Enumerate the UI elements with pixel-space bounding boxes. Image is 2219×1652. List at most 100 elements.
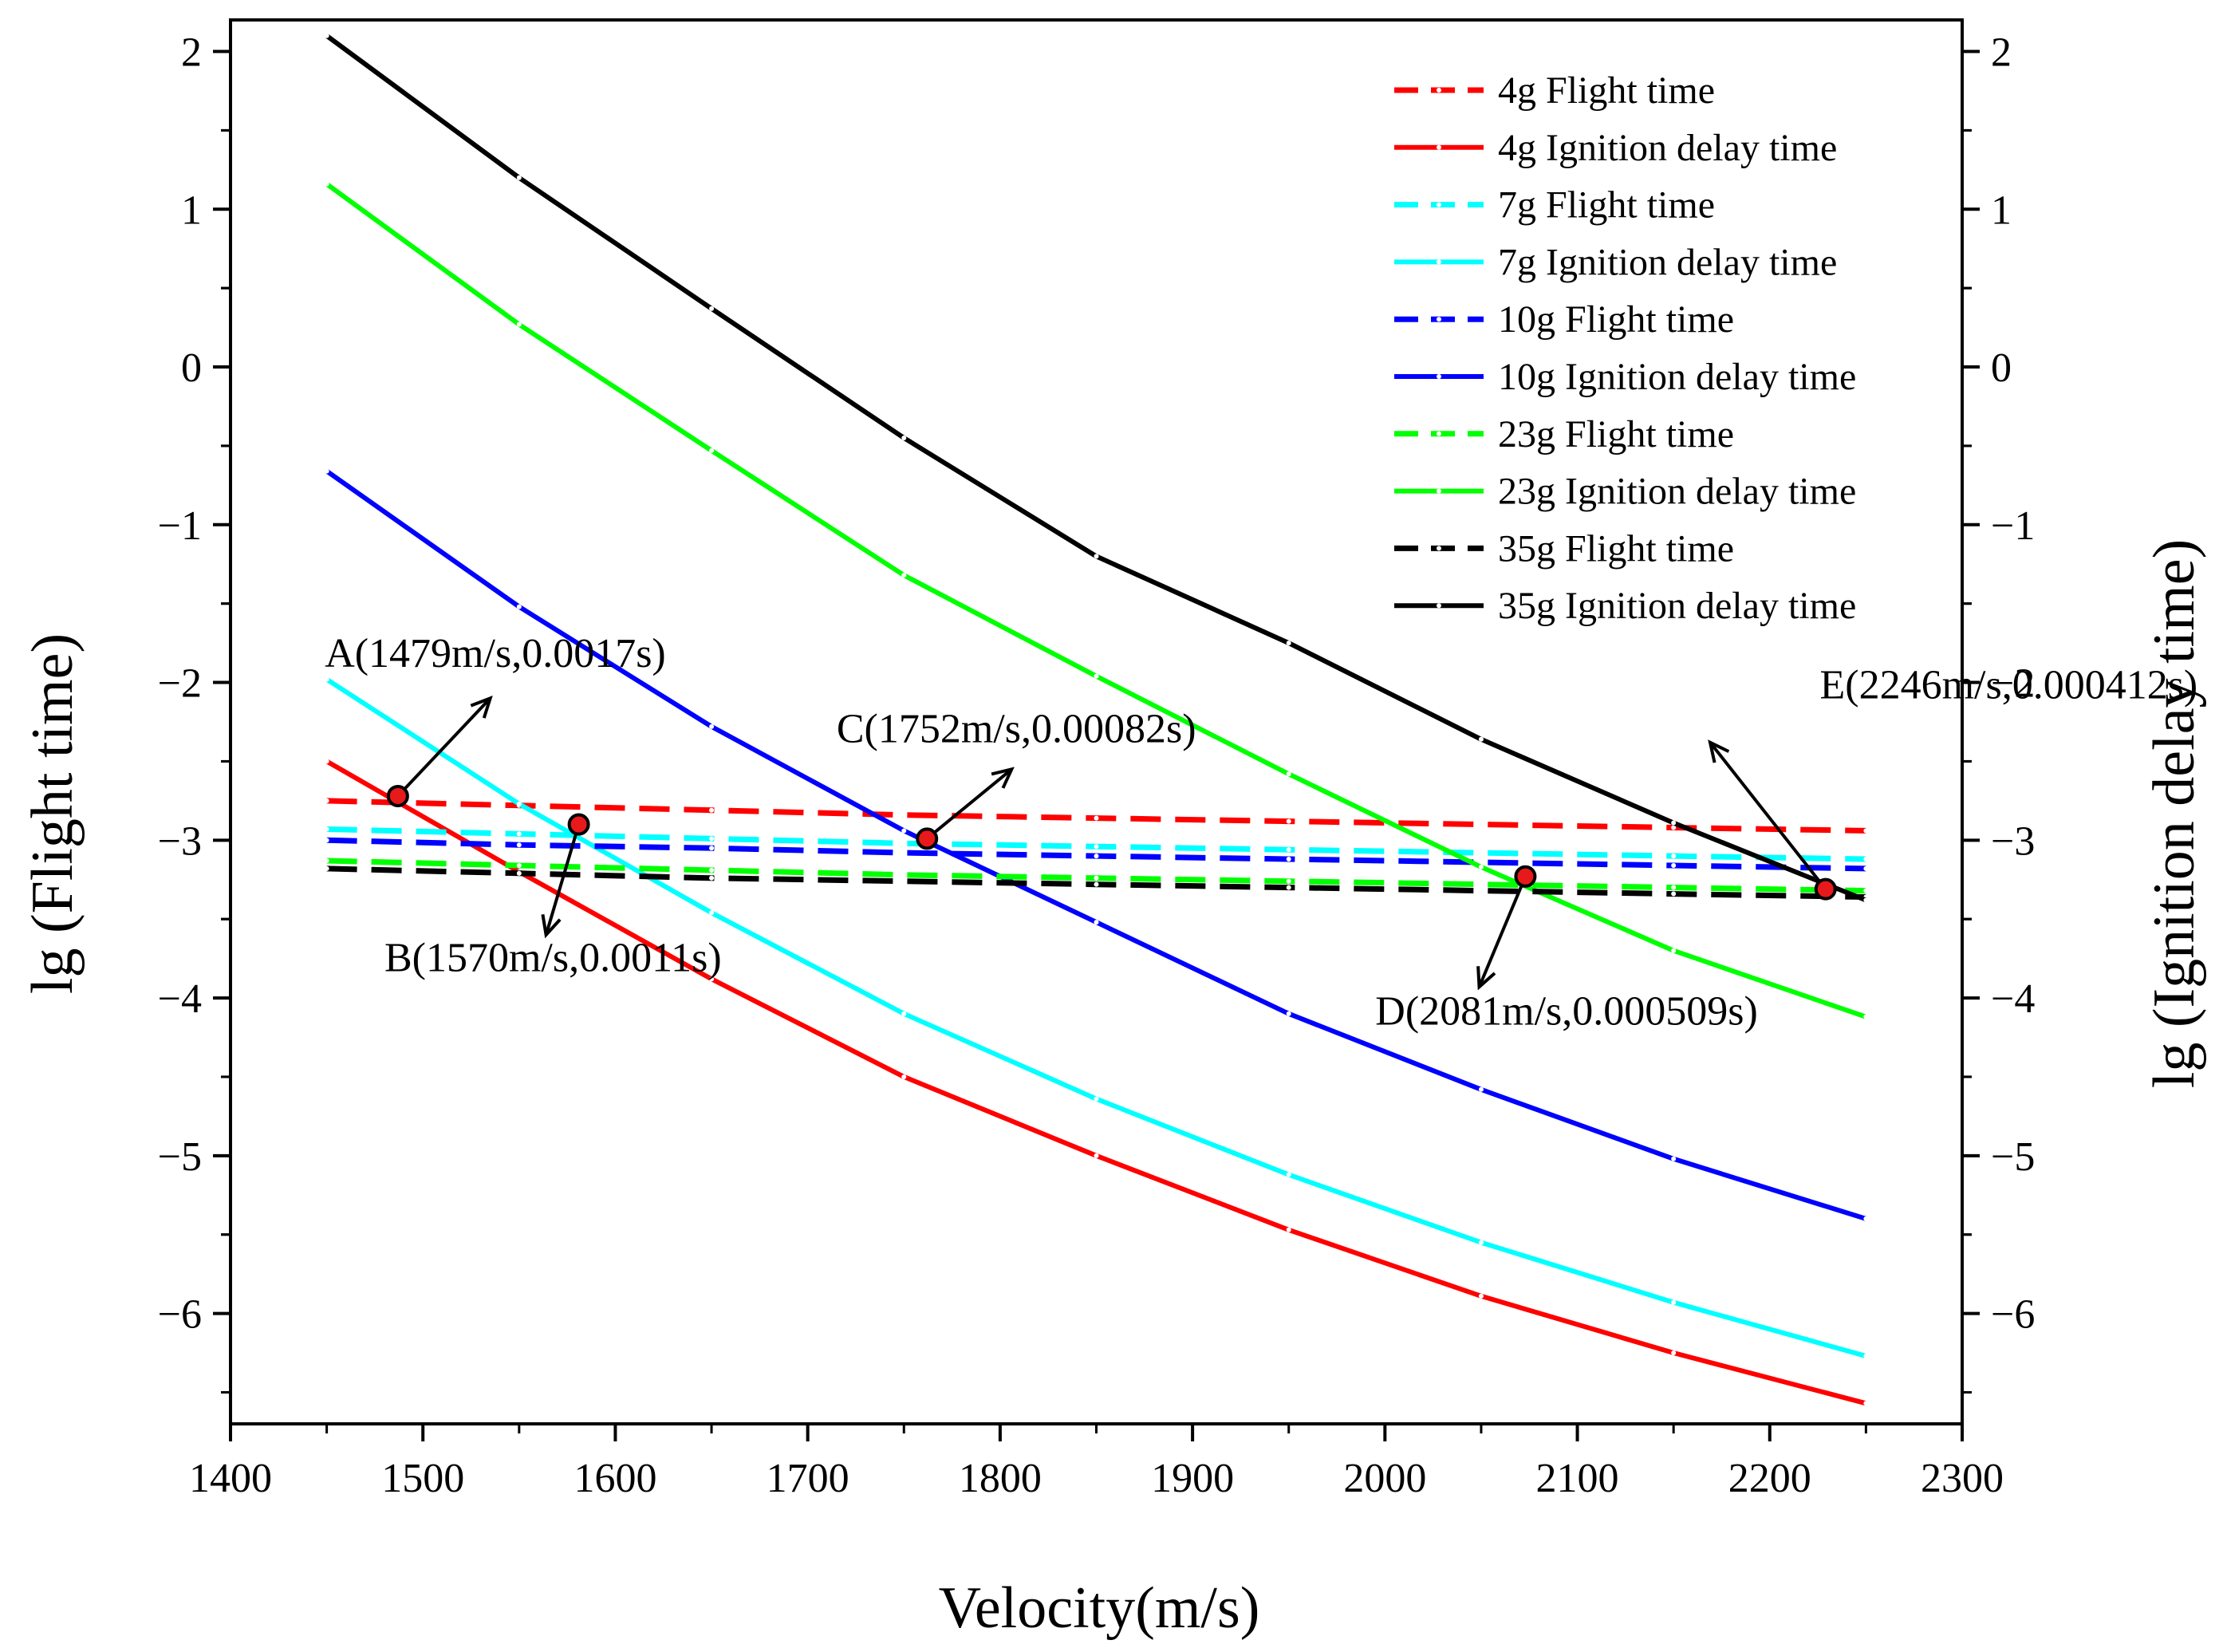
legend-label-2: 7g Flight time bbox=[1498, 184, 1715, 227]
legend-label-1: 4g Ignition delay time bbox=[1498, 127, 1837, 169]
legend-label-3: 7g Ignition delay time bbox=[1498, 241, 1837, 283]
y-tick-label-right: −6 bbox=[1991, 1292, 2035, 1338]
annotation-arrow-3 bbox=[1477, 876, 1527, 988]
series-point-7 bbox=[1478, 864, 1484, 869]
series-point-0 bbox=[324, 798, 329, 803]
legend-swatch-point-6 bbox=[1437, 431, 1441, 436]
y-tick-label-left: −1 bbox=[158, 503, 202, 549]
y-tick-label-left: 0 bbox=[181, 345, 202, 391]
series-point-8 bbox=[1671, 891, 1677, 897]
y-axis-title-left: lg (Flight time) bbox=[20, 633, 85, 994]
y-tick-label-right: 2 bbox=[1991, 30, 2012, 76]
legend-swatch-point-2 bbox=[1437, 202, 1441, 207]
x-tick-label: 1700 bbox=[767, 1456, 849, 1501]
series-point-0 bbox=[1863, 828, 1869, 834]
series-point-5 bbox=[1671, 1156, 1677, 1161]
y-tick-label-right: −1 bbox=[1991, 503, 2035, 549]
series-point-3 bbox=[1286, 1172, 1291, 1177]
x-tick-label: 2100 bbox=[1536, 1456, 1619, 1501]
legend-swatch-point-3 bbox=[1437, 259, 1441, 265]
series-point-4 bbox=[901, 850, 907, 856]
legend-label-9: 35g Ignition delay time bbox=[1498, 585, 1856, 627]
series-point-4 bbox=[1671, 862, 1677, 868]
series-point-1 bbox=[1286, 1227, 1291, 1232]
y-axis-title-right: lg (Ignition delay time) bbox=[2142, 539, 2207, 1088]
series-point-5 bbox=[1478, 1086, 1484, 1092]
annotation-arrowhead-3 bbox=[1476, 966, 1496, 991]
series-point-7 bbox=[1286, 771, 1291, 777]
legend-label-4: 10g Flight time bbox=[1498, 298, 1734, 341]
series-point-6 bbox=[1478, 881, 1484, 887]
y-tick-label-right: −4 bbox=[1991, 976, 2035, 1022]
series-point-6 bbox=[324, 858, 329, 864]
x-tick-label: 2300 bbox=[1921, 1456, 2004, 1501]
axes-layer: 1400 1500 1600 1700 1800 1900 2000 2100 2200 2300… bbox=[158, 18, 2035, 1501]
series-point-9 bbox=[1094, 554, 1099, 559]
series-point-3 bbox=[901, 1011, 907, 1016]
series-point-1 bbox=[1671, 1350, 1677, 1356]
series-point-9 bbox=[709, 306, 715, 311]
x-tick-label: 2000 bbox=[1343, 1456, 1426, 1501]
annotation-arrowhead-2 bbox=[991, 767, 1015, 789]
series-point-6 bbox=[1094, 875, 1099, 881]
series-point-0 bbox=[1671, 825, 1677, 830]
series-point-4 bbox=[324, 838, 329, 843]
series-point-9 bbox=[1863, 897, 1869, 903]
series-point-7 bbox=[324, 181, 329, 187]
legend-label-0: 4g Flight time bbox=[1498, 69, 1715, 112]
series-point-0 bbox=[709, 807, 715, 813]
legend-swatch-point-8 bbox=[1437, 546, 1441, 551]
series-point-2 bbox=[1671, 854, 1677, 859]
y-tick-label-right: −2 bbox=[1991, 661, 2035, 707]
legend: 4g Flight time 4g Ignition delay time 7g F… bbox=[1394, 69, 1856, 627]
annotation-arrowhead-1 bbox=[541, 913, 562, 939]
series-point-3 bbox=[1094, 1096, 1099, 1102]
y-tick-label-left: −2 bbox=[158, 661, 202, 707]
series-point-9 bbox=[1478, 736, 1484, 742]
series-point-2 bbox=[516, 831, 522, 837]
series-point-9 bbox=[901, 436, 907, 441]
legend-label-8: 35g Flight time bbox=[1498, 527, 1734, 570]
annotation-point-4 bbox=[1814, 877, 1837, 901]
series-point-4 bbox=[1286, 857, 1291, 862]
series-point-4 bbox=[709, 846, 715, 851]
series-point-6 bbox=[516, 862, 522, 868]
y-tick-label-left: −3 bbox=[158, 818, 202, 864]
series-point-5 bbox=[516, 604, 522, 609]
x-tick-label: 2200 bbox=[1728, 1456, 1811, 1501]
series-point-3 bbox=[324, 676, 329, 682]
y-tick-label-left: 2 bbox=[181, 30, 202, 76]
x-tick-label: 1800 bbox=[959, 1456, 1042, 1501]
series-point-0 bbox=[1286, 818, 1291, 824]
series-point-3 bbox=[1671, 1299, 1677, 1305]
series-point-0 bbox=[1094, 815, 1099, 821]
legend-swatch-point-5 bbox=[1437, 374, 1441, 379]
series-point-7 bbox=[1863, 1014, 1869, 1019]
series-point-1 bbox=[1478, 1293, 1484, 1299]
annotation-arrowhead-0 bbox=[470, 695, 493, 719]
series-point-5 bbox=[324, 468, 329, 474]
series-point-8 bbox=[901, 878, 907, 884]
annotation-point-1 bbox=[567, 813, 590, 836]
series-point-2 bbox=[1094, 844, 1099, 850]
series-point-5 bbox=[901, 828, 907, 834]
series-point-6 bbox=[901, 872, 907, 877]
x-tick-label: 1500 bbox=[381, 1456, 464, 1501]
annotations-layer: A(1479m/s,0.0017s) B(1570m/s,0.0011s) C(17… bbox=[325, 631, 2197, 1035]
series-point-8 bbox=[709, 875, 715, 881]
series-point-3 bbox=[1478, 1240, 1484, 1245]
series-point-9 bbox=[1286, 641, 1291, 646]
series-point-8 bbox=[324, 865, 329, 871]
series-point-8 bbox=[516, 870, 522, 876]
series-point-1 bbox=[1863, 1401, 1869, 1406]
annotation-arrow-1 bbox=[544, 823, 581, 936]
series-point-2 bbox=[1286, 847, 1291, 853]
series-point-6 bbox=[1671, 885, 1677, 890]
legend-label-6: 23g Flight time bbox=[1498, 413, 1734, 455]
annotation-label-4: E(2246m/s,0.000412s) bbox=[1819, 662, 2197, 708]
annotation-arrow-2 bbox=[925, 767, 1013, 840]
series-point-1 bbox=[324, 759, 329, 764]
series-point-8 bbox=[1094, 881, 1099, 887]
y-tick-label-right: −3 bbox=[1991, 818, 2035, 864]
